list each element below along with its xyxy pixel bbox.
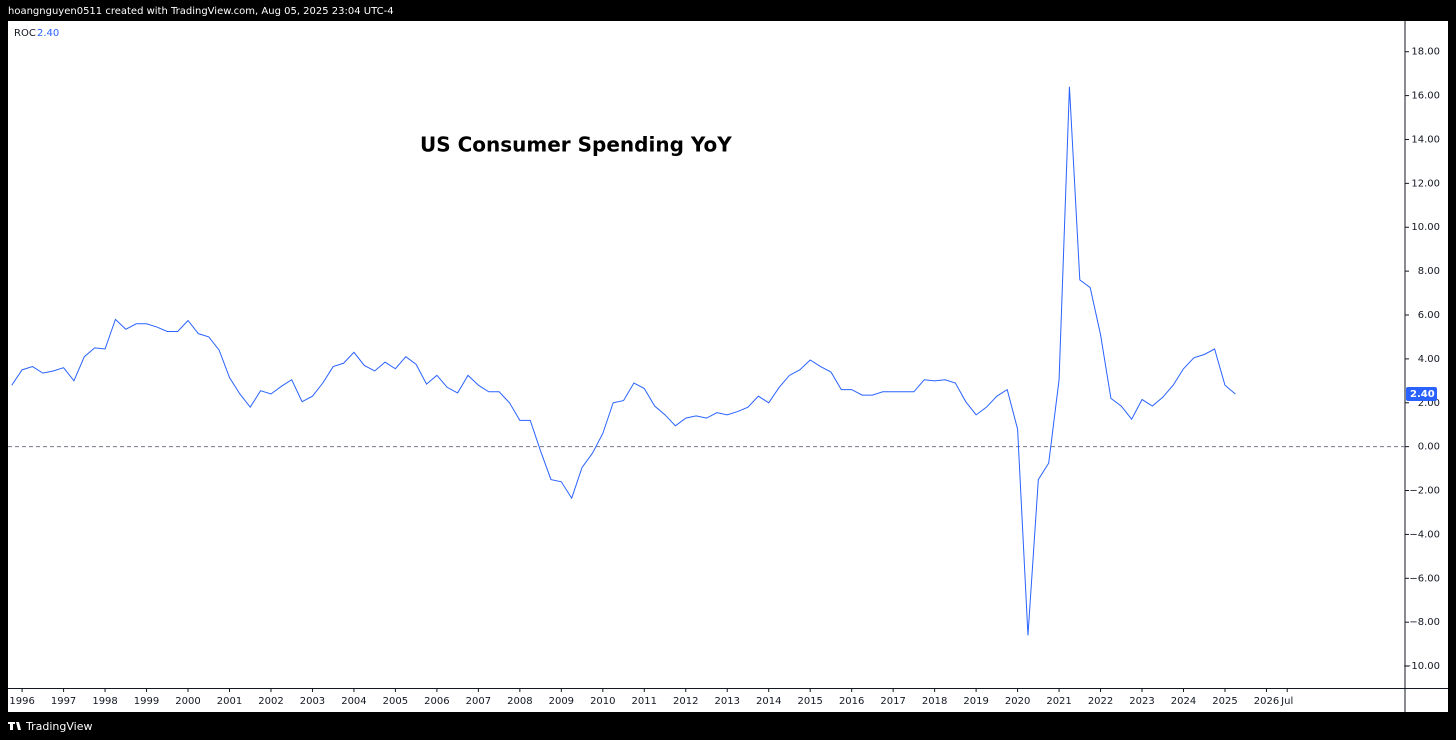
y-tick-label: 12.00 <box>1411 178 1440 189</box>
y-tick-label: −6.00 <box>1409 573 1440 584</box>
x-tick-label: 2000 <box>175 696 200 707</box>
x-tick-label: 2006 <box>424 696 449 707</box>
price-tag-label: 2.40 <box>1410 389 1435 400</box>
x-tick-label: 2002 <box>258 696 283 707</box>
price-tag-box <box>1406 386 1437 401</box>
x-tick-label: 2023 <box>1129 696 1154 707</box>
brand-logo: TradingView <box>8 720 92 733</box>
y-tick-label: −4.00 <box>1409 529 1440 540</box>
annotation: US Consumer Spending YoY <box>420 133 732 157</box>
x-tick-label: 2012 <box>673 696 698 707</box>
x-tick-label: 1998 <box>92 696 117 707</box>
x-tick-label: 2011 <box>632 696 657 707</box>
x-tick-label: 1999 <box>134 696 159 707</box>
x-tick-label: 2009 <box>549 696 574 707</box>
y-tick-label: 14.00 <box>1411 134 1440 145</box>
y-tick-label: 18.00 <box>1411 47 1440 58</box>
x-tick-label: 1997 <box>51 696 76 707</box>
y-tick-label: −2.00 <box>1409 486 1440 497</box>
x-tick-label: 2025 <box>1212 696 1237 707</box>
x-tick-label: 2022 <box>1088 696 1113 707</box>
y-tick-label: 0.00 <box>1418 442 1440 453</box>
x-tick-label: 2024 <box>1171 696 1196 707</box>
logo-icon <box>8 722 21 730</box>
x-tick-label: 2010 <box>590 696 615 707</box>
x-tick-label: 2017 <box>880 696 905 707</box>
x-tick-label: Jul <box>1280 696 1293 707</box>
legend-value: 2.40 <box>37 28 59 39</box>
y-tick-label: −10.00 <box>1403 661 1440 672</box>
x-tick-label: 2014 <box>756 696 781 707</box>
x-tick-label: 2004 <box>341 696 366 707</box>
x-tick-label: 2026 <box>1254 696 1279 707</box>
x-tick-label: 2018 <box>922 696 947 707</box>
data-line <box>11 86 1236 636</box>
x-tick-label: 2013 <box>715 696 740 707</box>
x-tick-label: 1996 <box>9 696 34 707</box>
x-tick-label: 2005 <box>383 696 408 707</box>
x-tick-label: 2001 <box>217 696 242 707</box>
y-tick-label: 4.00 <box>1418 354 1440 365</box>
x-tick-label: 2007 <box>466 696 491 707</box>
brand-text: TradingView <box>25 720 92 733</box>
x-tick-label: 2003 <box>300 696 325 707</box>
header-text: hoangnguyen0511 created with TradingView… <box>8 6 394 17</box>
x-tick-label: 2008 <box>507 696 532 707</box>
x-tick-label: 2019 <box>963 696 988 707</box>
price-tag: 2.40 <box>1406 386 1437 401</box>
y-tick-label: 8.00 <box>1418 266 1440 277</box>
x-tick-label: 2021 <box>1046 696 1071 707</box>
y-tick-label: 10.00 <box>1411 222 1440 233</box>
y-tick-label: 2.00 <box>1418 398 1440 409</box>
y-tick-label: 6.00 <box>1418 310 1440 321</box>
legend-name: ROC <box>14 28 36 39</box>
x-tick-label: 2015 <box>797 696 822 707</box>
chart-area <box>8 21 1448 712</box>
x-tick-label: 2020 <box>1005 696 1030 707</box>
y-tick-label: 16.00 <box>1411 91 1440 102</box>
y-tick-label: −8.00 <box>1409 617 1440 628</box>
x-tick-label: 2016 <box>839 696 864 707</box>
